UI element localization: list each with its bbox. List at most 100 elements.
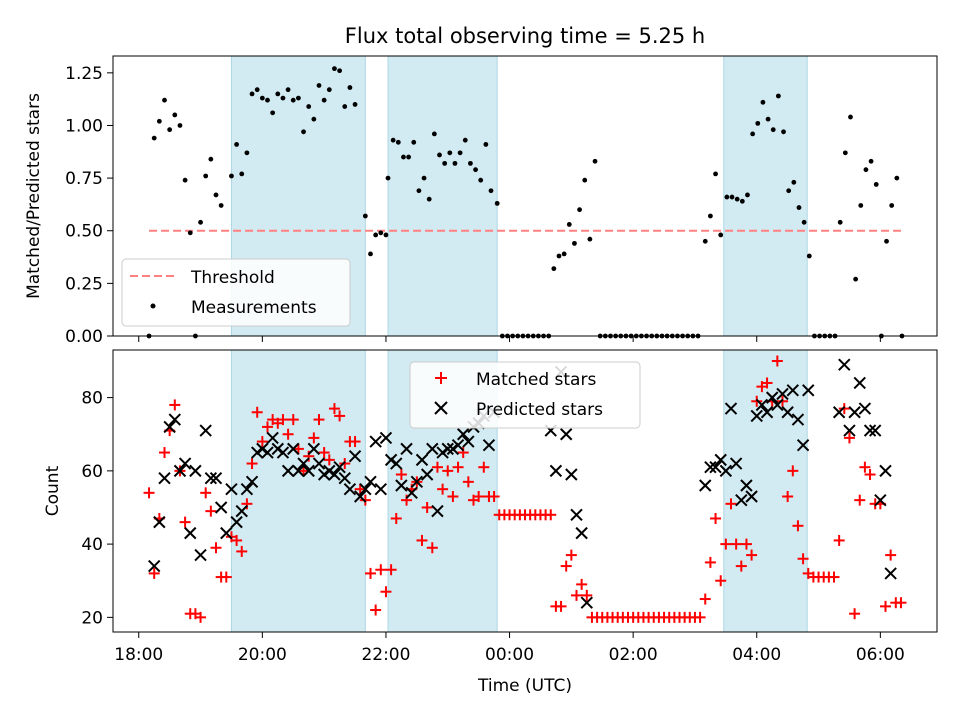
- measurement-point: [765, 116, 771, 122]
- matched-point: [751, 395, 763, 407]
- measurement-point: [483, 142, 489, 147]
- matched-point: [735, 560, 747, 572]
- matched-point: [488, 490, 500, 502]
- matched-point: [442, 465, 454, 477]
- matched-point: [478, 461, 490, 473]
- matched-point: [447, 490, 459, 502]
- measurement-point: [395, 139, 401, 145]
- predicted-point: [853, 376, 866, 390]
- predicted-point: [431, 504, 444, 518]
- matched-point: [421, 501, 433, 513]
- measurement-point: [342, 104, 348, 109]
- measurement-point: [750, 131, 756, 137]
- measurement-point: [561, 251, 567, 257]
- observing-window-2: [387, 55, 498, 337]
- matched-point: [571, 589, 582, 601]
- measurement-point: [884, 238, 889, 244]
- measurement-point: [172, 112, 178, 118]
- observing-window-1: [230, 349, 366, 633]
- y-tick-label: 40: [81, 535, 103, 555]
- y-tick-label: 80: [81, 389, 103, 409]
- measurement-point: [724, 194, 730, 200]
- measurement-point: [431, 131, 437, 137]
- matched-point: [354, 483, 366, 495]
- matched-point: [694, 611, 706, 623]
- predicted-point: [771, 398, 784, 412]
- predicted-point: [863, 424, 877, 437]
- predicted-point: [153, 515, 166, 529]
- measurement-point: [462, 137, 468, 143]
- measurement-point: [352, 102, 358, 107]
- measurement-point: [362, 213, 368, 219]
- measurement-point: [301, 129, 306, 135]
- predicted-point: [729, 457, 743, 470]
- ratio-panel-frame: [112, 55, 938, 337]
- measurement-point: [582, 177, 588, 183]
- predicted-point: [312, 457, 326, 470]
- measurement-point: [713, 171, 718, 177]
- measurement-point: [426, 196, 432, 202]
- matched-point: [220, 571, 232, 583]
- ratio-panel: 0.00 0.25 0.50 0.75 1.00 1.25 Matched/Predict…: [24, 55, 938, 347]
- measurement-point: [781, 129, 786, 135]
- measurement-point: [311, 116, 317, 122]
- predicted-point: [415, 453, 429, 467]
- predicted-point: [565, 468, 578, 481]
- measurement-point: [229, 173, 234, 179]
- matched-point: [277, 414, 289, 426]
- matched-point: [318, 447, 330, 459]
- predicted-point: [204, 471, 218, 485]
- matched-point: [390, 512, 402, 524]
- matched-point: [880, 600, 891, 612]
- matched-point: [282, 428, 294, 440]
- measurement-point: [473, 167, 478, 173]
- measurement-point: [275, 91, 281, 97]
- measurement-point: [889, 203, 895, 208]
- predicted-point: [323, 464, 336, 478]
- matched-point: [370, 604, 382, 616]
- predicted-point: [570, 508, 583, 522]
- measurement-point: [770, 127, 776, 133]
- predicted-point: [168, 413, 182, 426]
- measurement-point: [411, 139, 417, 145]
- predicted-point: [225, 482, 238, 496]
- measurement-point: [806, 253, 812, 259]
- measurement-point: [421, 175, 427, 181]
- predicted-point: [317, 468, 331, 481]
- matched-point: [169, 399, 181, 411]
- measurement-point: [337, 68, 342, 74]
- count-legend-box: [409, 361, 641, 429]
- measurement-point: [208, 156, 214, 162]
- predicted-point: [874, 493, 887, 507]
- measurement-point: [708, 213, 713, 219]
- measurement-point: [218, 203, 224, 208]
- predicted-point: [374, 482, 388, 496]
- predicted-point: [230, 515, 243, 529]
- measurement-point: [468, 160, 473, 166]
- matched-point: [746, 549, 758, 561]
- measurement-point: [373, 232, 379, 238]
- matched-point: [231, 534, 243, 546]
- predicted-point: [709, 460, 722, 474]
- count-y-axis-label: Count: [43, 465, 63, 516]
- predicted-point: [173, 464, 187, 478]
- predicted-point: [343, 482, 357, 496]
- predicted-point: [261, 446, 274, 459]
- measurement-point: [447, 150, 453, 156]
- count-legend: Matched stars Predicted stars: [409, 361, 641, 429]
- predicted-point: [297, 457, 310, 470]
- measurement-point: [270, 110, 276, 116]
- matched-point: [323, 454, 335, 466]
- predicted-point: [250, 446, 264, 459]
- measurement-point: [306, 104, 312, 109]
- measurement-point: [285, 87, 291, 93]
- matched-point: [313, 414, 325, 426]
- predicted-point: [549, 464, 563, 478]
- measurement-point: [452, 160, 458, 166]
- predicted-point: [446, 442, 460, 456]
- measurement-point: [162, 97, 167, 103]
- matched-point: [349, 436, 361, 448]
- y-tick-label: 0.25: [65, 274, 103, 294]
- predicted-point: [220, 526, 233, 540]
- matched-point: [210, 542, 222, 554]
